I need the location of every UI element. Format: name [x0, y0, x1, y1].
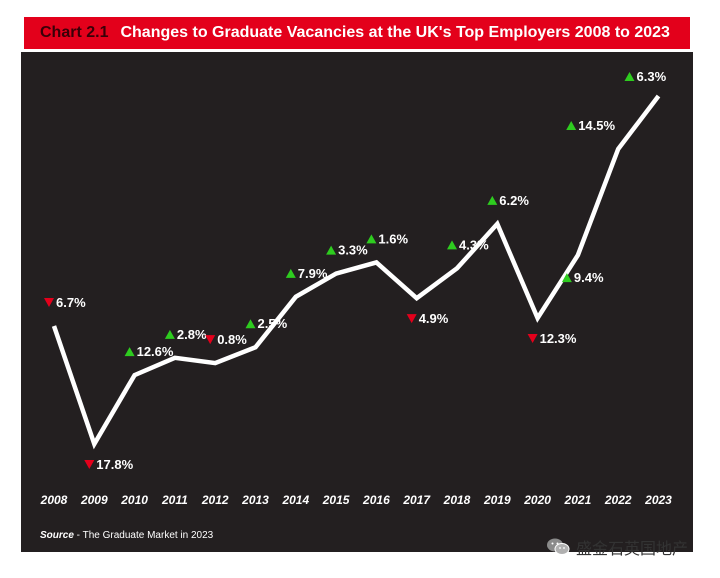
data-label-2020: 12.3% — [540, 331, 577, 346]
watermark: 盛金石英国地产 — [546, 535, 688, 559]
data-label-2023: 6.3% — [637, 69, 667, 84]
source-note: Source - The Graduate Market in 2023 — [40, 530, 213, 541]
up-arrow-icon-2021 — [561, 273, 572, 283]
data-label-2013: 2.5% — [258, 316, 288, 331]
line-chart: 2008 2009 2010 2011 2012 2013 2014 2015 2016 2017… — [40, 69, 673, 507]
data-label-2012: 0.8% — [217, 332, 247, 347]
up-arrow-icon-2016 — [366, 234, 377, 244]
x-tick-label-2022: 2022 — [604, 493, 632, 507]
wechat-icon — [546, 537, 570, 557]
source-label: Source — [40, 530, 74, 541]
watermark-text: 盛金石英国地产 — [576, 541, 689, 558]
up-arrow-icon-2022 — [566, 121, 577, 131]
data-label-2019: 6.2% — [499, 193, 529, 208]
up-arrow-icon-2015 — [326, 245, 337, 255]
data-label-2015: 3.3% — [338, 243, 368, 258]
x-tick-label-2014: 2014 — [281, 493, 309, 507]
data-label-2011: 2.8% — [177, 327, 207, 342]
x-tick-label-2008: 2008 — [40, 493, 68, 507]
x-tick-label-2018: 2018 — [443, 493, 471, 507]
series-line — [51, 94, 661, 450]
data-label-2022: 14.5% — [578, 118, 615, 133]
down-arrow-icon-2008 — [44, 298, 54, 308]
chart-number: Chart 2.1 — [40, 24, 109, 41]
data-label-2021: 9.4% — [574, 270, 604, 285]
down-arrow-icon-2009 — [84, 460, 95, 469]
data-label-2016: 1.6% — [378, 231, 408, 246]
x-tick-label-2017: 2017 — [402, 493, 431, 507]
down-arrow-icon-2017 — [406, 314, 417, 324]
x-tick-label-2020: 2020 — [523, 493, 551, 507]
x-tick-label-2013: 2013 — [241, 493, 269, 507]
up-arrow-icon-2018 — [447, 240, 457, 250]
up-arrow-icon-2013 — [245, 319, 256, 329]
data-label-2014: 7.9% — [298, 266, 328, 281]
x-tick-label-2016: 2016 — [362, 493, 390, 507]
data-label-2017: 4.9% — [419, 311, 449, 326]
data-label-2010: 12.6% — [137, 344, 174, 359]
up-arrow-icon-2023 — [624, 72, 635, 81]
x-tick-label-2012: 2012 — [201, 493, 229, 507]
cropped-text-strip — [0, 0, 720, 12]
x-tick-label-2010: 2010 — [120, 493, 148, 507]
up-arrow-icon-2011 — [164, 329, 175, 339]
chart-header: Chart 2.1 Changes to Graduate Vacancies … — [21, 14, 693, 52]
x-tick-label-2019: 2019 — [483, 493, 511, 507]
up-arrow-icon-2019 — [487, 195, 498, 205]
x-tick-label-2015: 2015 — [322, 493, 350, 507]
chart-panel — [21, 52, 693, 552]
down-arrow-icon-2012 — [205, 335, 216, 345]
data-label-2018: 4.3% — [459, 237, 489, 252]
x-tick-label-2009: 2009 — [80, 493, 108, 507]
x-tick-label-2023: 2023 — [644, 493, 672, 507]
data-label-2008: 6.7% — [56, 295, 86, 310]
data-label-2009: 17.8% — [96, 457, 133, 472]
down-arrow-icon-2020 — [527, 334, 538, 344]
x-tick-label-2021: 2021 — [564, 493, 592, 507]
x-tick-label-2011: 2011 — [161, 493, 188, 507]
chart-title: Changes to Graduate Vacancies at the UK'… — [120, 24, 670, 41]
up-arrow-icon-2010 — [124, 347, 135, 357]
up-arrow-icon-2014 — [285, 268, 296, 278]
source-text: - The Graduate Market in 2023 — [73, 530, 214, 541]
